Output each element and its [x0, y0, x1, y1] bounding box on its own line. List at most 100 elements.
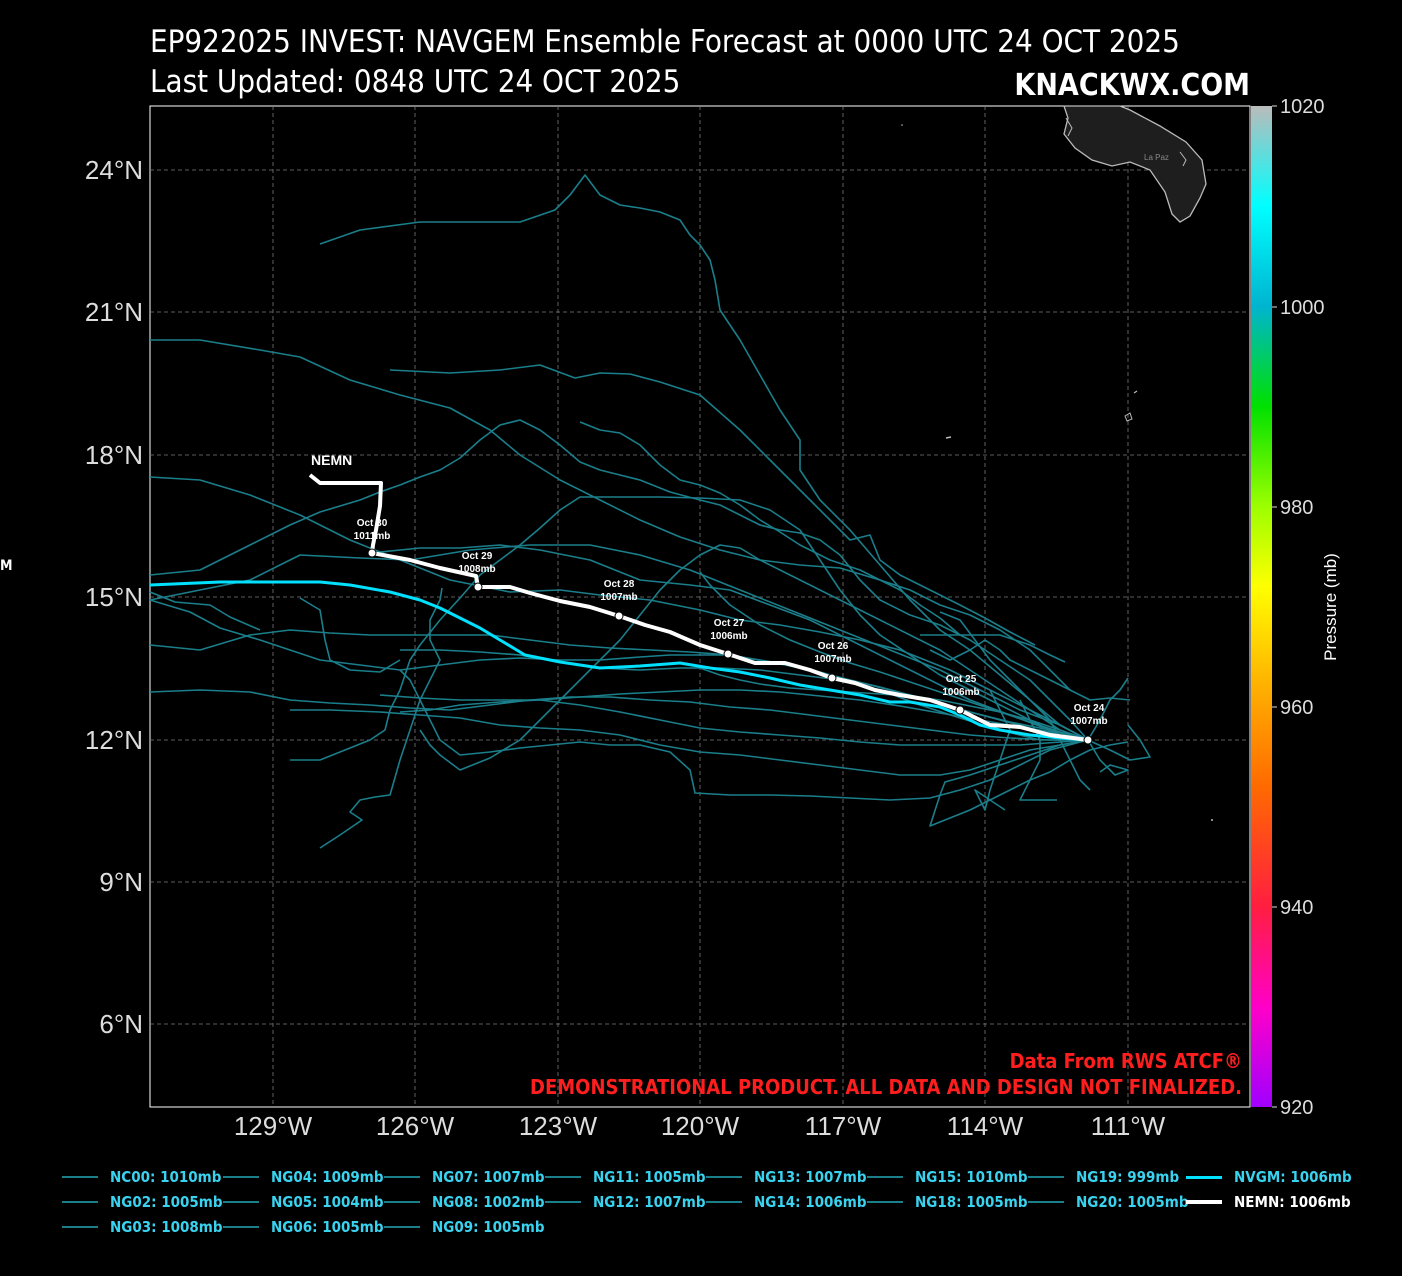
legend-swatch — [223, 1201, 259, 1203]
ensemble-tracks — [149, 174, 1151, 849]
nemn-label-date: Oct 30 — [357, 518, 388, 529]
nemn-marker — [955, 705, 965, 715]
legend-item: NG11: 1005mb — [545, 1168, 706, 1186]
nemn-label-date: Oct 28 — [604, 579, 635, 590]
legend-swatch — [223, 1226, 259, 1228]
lon-label: 120°W — [661, 1111, 740, 1141]
colorbar-tick: 980 — [1280, 497, 1313, 519]
ensemble-track — [699, 667, 1089, 741]
legend-item: NG03: 1008mb — [62, 1218, 223, 1236]
pressure-colorbar: 1020 1000 980 960 940 920 Pressure (mb) — [1251, 96, 1340, 1119]
legend-swatch — [384, 1201, 420, 1203]
legend-item: NG04: 1009mb — [223, 1168, 384, 1186]
nemn-marker — [614, 611, 624, 621]
legend-swatch — [706, 1176, 742, 1178]
legend-label: NC00: 1010mb — [110, 1168, 222, 1186]
nemn-label-pressure: 1006mb — [710, 631, 747, 642]
legend: NC00: 1010mb NG02: 1005mb NG03: 1008mb NG04… — [62, 1168, 1352, 1268]
ensemble-track — [939, 611, 1091, 791]
nemn-marker — [473, 582, 483, 592]
legend-label: NG19: 999mb — [1076, 1168, 1180, 1186]
land-label: La Paz — [1144, 153, 1169, 162]
nemn-label-date: Oct 26 — [818, 641, 849, 652]
ensemble-track — [290, 709, 1089, 776]
ensemble-track — [149, 419, 1089, 741]
ensemble-track — [149, 689, 1088, 741]
nemn-marker — [723, 649, 733, 659]
legend-label: NG20: 1005mb — [1076, 1193, 1189, 1211]
nemn-track-label: NEMN — [311, 452, 352, 468]
colorbar-title: Pressure (mb) — [1321, 553, 1340, 661]
legend-item: NG05: 1004mb — [223, 1193, 384, 1211]
legend-label: NG09: 1005mb — [432, 1218, 545, 1236]
ensemble-track — [319, 174, 1089, 741]
nemn-label-pressure: 1011mb — [354, 531, 391, 542]
ensemble-track — [379, 544, 1089, 741]
ensemble-track — [149, 476, 1089, 741]
legend-label: NG18: 1005mb — [915, 1193, 1028, 1211]
legend-item: NEMN: 1006mb — [1186, 1193, 1351, 1211]
nemn-marker — [1083, 735, 1093, 745]
legend-label: NG03: 1008mb — [110, 1218, 223, 1236]
legend-swatch — [1028, 1201, 1064, 1203]
legend-item: NG09: 1005mb — [384, 1218, 545, 1236]
legend-item: NG14: 1006mb — [706, 1193, 867, 1211]
gridlines — [150, 106, 1250, 1107]
legend-swatch — [62, 1176, 98, 1178]
nemn-marker — [827, 673, 837, 683]
lat-label: 18°N — [85, 440, 143, 470]
legend-item: NG15: 1010mb — [867, 1168, 1028, 1186]
lat-label: 6°N — [99, 1009, 143, 1039]
lat-label: 21°N — [85, 297, 143, 327]
nemn-label-date: Oct 25 — [946, 674, 977, 685]
ensemble-track — [389, 364, 1036, 646]
colorbar-tick: 1000 — [1280, 297, 1325, 319]
colorbar-tick: 920 — [1280, 1097, 1313, 1119]
legend-label: NG14: 1006mb — [754, 1193, 867, 1211]
ensemble-track — [150, 339, 1071, 691]
ensemble-track — [149, 544, 1089, 741]
nemn-label-pressure: 1007mb — [814, 654, 851, 665]
ensemble-track — [399, 669, 1089, 801]
legend-item: NG20: 1005mb — [1028, 1193, 1189, 1211]
ensemble-track — [319, 587, 443, 849]
legend-label: NG06: 1005mb — [271, 1218, 384, 1236]
lat-label: 9°N — [99, 867, 143, 897]
legend-label: NG13: 1007mb — [754, 1168, 867, 1186]
legend-item: NG13: 1007mb — [706, 1168, 867, 1186]
ensemble-track — [974, 689, 1011, 811]
legend-label: NEMN: 1006mb — [1234, 1193, 1351, 1211]
disclaimer: DEMONSTRATIONAL PRODUCT. ALL DATA AND DE… — [530, 1075, 1242, 1099]
legend-swatch — [62, 1201, 98, 1203]
legend-label: NG15: 1010mb — [915, 1168, 1028, 1186]
legend-item: NG07: 1007mb — [384, 1168, 545, 1186]
legend-label: NG12: 1007mb — [593, 1193, 706, 1211]
colorbar-gradient — [1251, 106, 1272, 1107]
legend-label: NVGM: 1006mb — [1234, 1168, 1352, 1186]
lat-label: 15°N — [85, 582, 143, 612]
ensemble-track — [379, 694, 1089, 746]
lat-label: 24°N — [85, 155, 143, 185]
colorbar-tick: 940 — [1280, 897, 1313, 919]
ensemble-track — [419, 544, 1089, 771]
lon-label: 114°W — [947, 1111, 1024, 1141]
ensemble-track — [1087, 739, 1129, 776]
legend-item: NG08: 1002mb — [384, 1193, 545, 1211]
nemn-label-date: Oct 24 — [1074, 703, 1105, 714]
legend-item: NG19: 999mb — [1028, 1168, 1179, 1186]
legend-swatch — [1186, 1175, 1222, 1179]
nemn-label-pressure: 1007mb — [600, 592, 637, 603]
nemn-label-pressure: 1006mb — [942, 687, 979, 698]
ensemble-track — [929, 639, 1131, 701]
legend-label: NG07: 1007mb — [432, 1168, 545, 1186]
ensemble-track — [699, 571, 1089, 741]
ensemble-track — [929, 739, 1129, 827]
legend-swatch — [223, 1176, 259, 1178]
side-fragment: M — [0, 558, 13, 574]
lon-label: 123°W — [519, 1111, 598, 1141]
nemn-markers — [367, 548, 1093, 745]
legend-swatch — [545, 1201, 581, 1203]
ensemble-track — [290, 496, 1089, 761]
lon-label: 126°W — [376, 1111, 455, 1141]
